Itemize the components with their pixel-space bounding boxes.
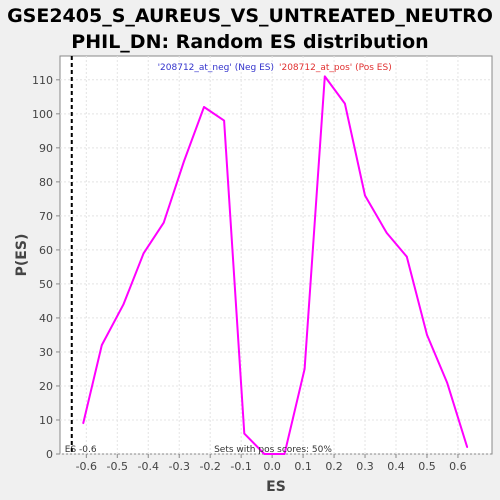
chart-title: GSE2405_S_AUREUS_VS_UNTREATED_NEUTRO PHI… [0, 0, 500, 55]
data-point [263, 453, 266, 455]
y-axis-label: P(ES) [14, 234, 30, 277]
x-axis-label: ES [266, 479, 286, 495]
x-tick-label: -0.3 [168, 460, 189, 473]
data-point [243, 432, 246, 435]
data-point [466, 446, 469, 448]
y-tick-label: 90 [39, 142, 53, 155]
y-tick-label: 60 [39, 244, 53, 257]
y-tick-label: 0 [46, 448, 53, 461]
x-tick-label: -0.1 [230, 460, 251, 473]
data-point [364, 194, 366, 197]
x-tick-label: 0.3 [356, 460, 374, 473]
data-point [142, 252, 145, 255]
x-tick-label: -0.6 [76, 460, 97, 473]
y-tick-label: 70 [39, 210, 53, 223]
y-tick-label: 40 [39, 312, 53, 325]
data-point [426, 334, 428, 336]
x-tick-label: 0.1 [294, 460, 312, 473]
x-tick-label: 0.5 [418, 460, 436, 473]
data-point [406, 255, 408, 258]
x-tick-label: 0.4 [387, 460, 405, 473]
axis-ticks: -0.6 -0.5 -0.4 -0.3 -0.2 -0.1 0.0 0.1 0.2 0.3 0.4 0… [32, 74, 467, 473]
x-tick-label: -0.5 [107, 460, 128, 473]
data-point [323, 75, 326, 78]
data-point [283, 453, 286, 455]
data-point [223, 119, 225, 122]
data-point [101, 344, 103, 346]
data-point [303, 368, 306, 370]
plot-area [59, 55, 493, 455]
x-tick-label: -0.2 [199, 460, 220, 473]
data-point [122, 303, 125, 306]
chart-title-line-1: GSE2405_S_AUREUS_VS_UNTREATED_NEUTRO [7, 5, 493, 27]
data-point [183, 160, 185, 163]
data-point [385, 232, 388, 234]
x-tick-label: 0.0 [263, 460, 281, 473]
y-tick-label: 50 [39, 278, 53, 291]
y-tick-label: 30 [39, 346, 53, 359]
data-point [203, 106, 205, 108]
y-tick-label: 100 [32, 108, 53, 121]
x-tick-label: -0.4 [138, 460, 159, 473]
pos-scores-annotation: Sets with pos scores: 50% [214, 445, 332, 455]
series-layer [82, 75, 469, 455]
x-tick-label: 0.6 [449, 460, 467, 473]
reference-layer: ES -0.6 [65, 56, 97, 455]
data-point [446, 381, 448, 384]
y-tick-label: 110 [32, 74, 53, 87]
data-point [162, 221, 165, 224]
legend-pos-label: '208712_at_pos' (Pos ES) [279, 63, 392, 73]
y-tick-label: 10 [39, 414, 53, 427]
data-point [82, 422, 85, 425]
y-tick-label: 80 [39, 176, 53, 189]
data-point [344, 102, 346, 105]
chart-title-line-2: PHIL_DN: Random ES distribution [71, 31, 429, 53]
legend-neg-label: '208712_at_neg' (Neg ES) [158, 63, 274, 73]
grid [60, 56, 492, 455]
y-tick-label: 20 [39, 380, 53, 393]
x-tick-label: 0.2 [325, 460, 343, 473]
es-distribution-line [82, 75, 469, 455]
observed-es-label: ES -0.6 [65, 445, 97, 455]
